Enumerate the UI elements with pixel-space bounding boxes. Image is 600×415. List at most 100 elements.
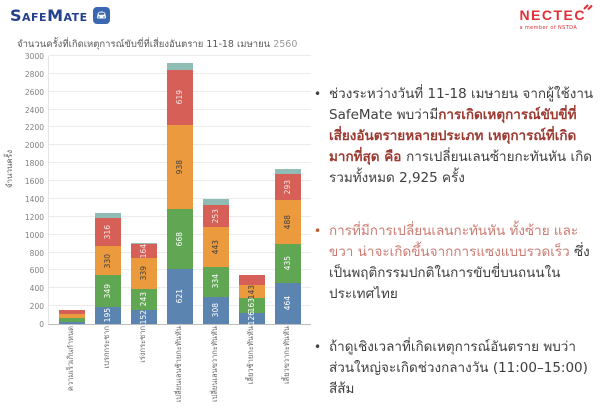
y-tick-label: 2000 — [24, 141, 44, 151]
bar-3-segment-blue: 152 — [131, 310, 157, 324]
y-tick-label: 1600 — [24, 177, 44, 187]
bullet-item-2: • การที่มีการเปลี่ยนเลนกะทันหัน ทั้งซ้าย … — [314, 221, 598, 305]
bar-4-segment-red: 619 — [167, 69, 193, 126]
bar-4-segment-green: 668 — [167, 208, 193, 269]
bar-3: 152 243 339 164 — [131, 242, 157, 324]
bar-1-segment-red — [59, 310, 85, 314]
bar-2-segment-teal — [95, 213, 121, 218]
bar-7-segment-red: 293 — [275, 173, 301, 201]
y-tick-label: 1400 — [24, 194, 44, 204]
bar-1-segment-green — [59, 318, 85, 323]
x-axis-label-slot: เร่งกระชาก — [130, 326, 156, 414]
bullet-text-run: การเปลี่ยนเลนซ้ายกะทันหัน เกิดรวมทั้งหมด… — [329, 149, 593, 186]
segment-value-label: 619 — [175, 90, 185, 105]
bullet-item-3: • ถ้าดูเชิงเวลาที่เกิดเหตุการณ์อันตราย พบ… — [314, 337, 598, 400]
segment-value-label: 253 — [211, 208, 221, 223]
nectec-logo: NECTEC a member of NSTDA — [519, 4, 593, 31]
segment-value-label: 152 — [139, 310, 149, 325]
bullet-text: การที่มีการเปลี่ยนเลนกะทันหัน ทั้งซ้าย แ… — [329, 221, 598, 305]
bullet-text-run: ช่วงระหว่างวันที่ 11-18 เมษายน จากผู้ใช้… — [329, 86, 594, 123]
bar-3-segment-red: 164 — [131, 243, 157, 259]
bar-5-segment-green: 334 — [203, 266, 229, 297]
segment-value-label: 938 — [175, 159, 185, 175]
x-axis-label-slot: เปลี่ยนเลนขวากะทันหัน — [202, 326, 228, 414]
segment-value-label: 334 — [211, 274, 221, 289]
x-axis-label: ความเร็วเกินกำหนด — [66, 326, 75, 392]
segment-value-label: 435 — [283, 255, 293, 271]
bullet-text-run: การเกิดเหตุการณ์ขับขี่ที่เสี่ยงอันตรายหล… — [329, 107, 577, 165]
nectec-logo-text: NECTEC — [519, 7, 586, 23]
bar-6-segment-blue: 126 — [239, 311, 265, 326]
safemate-logo-text: SafeMate — [10, 6, 88, 25]
bullet-text: ช่วงระหว่างวันที่ 11-18 เมษายน จากผู้ใช้… — [329, 84, 598, 189]
y-tick-label: 1000 — [24, 230, 44, 240]
chart-title-year: 2560 — [273, 39, 298, 50]
segment-value-label: 621 — [175, 289, 185, 304]
bar-6-segment-green: 163 — [239, 298, 265, 313]
segment-value-label: 349 — [103, 283, 113, 299]
bar-5-segment-orange: 443 — [203, 227, 229, 267]
bar-7-segment-green: 435 — [275, 243, 301, 283]
bar-7-segment-blue: 464 — [275, 282, 301, 324]
x-axis-label-slot: เบรกกระชาก — [94, 326, 120, 414]
nectec-arrow-icon — [583, 4, 593, 11]
safemate-app-icon — [92, 7, 110, 24]
y-tick-label: 0 — [39, 320, 44, 329]
y-tick-label: 2600 — [24, 87, 44, 97]
y-tick-label: 1800 — [24, 159, 44, 169]
bar-7: 464 435 488 293 — [275, 168, 301, 324]
bars-group: 195 349 330 316 152 243 339 164 621 668 938 619 308 3… — [49, 56, 311, 326]
segment-value-label: 293 — [283, 179, 293, 195]
bar-6: 126 163 143 — [239, 275, 265, 326]
chart-plot: 195 349 330 316 152 243 339 164 621 668 938 619 308 3… — [48, 55, 311, 326]
y-tick-label: 200 — [29, 302, 44, 312]
y-tick-label: 2200 — [24, 123, 44, 133]
segment-value-label: 668 — [175, 231, 185, 246]
x-axis-label-slot: ความเร็วเกินกำหนด — [58, 326, 84, 414]
bar-5-segment-red: 253 — [203, 204, 229, 228]
bar-5: 308 334 443 253 — [203, 199, 229, 324]
bar-3-segment-teal — [131, 242, 157, 244]
x-axis-label: เร่งกระชาก — [138, 326, 147, 363]
bar-2-segment-red: 316 — [95, 217, 121, 246]
bar-4: 621 668 938 619 — [167, 62, 193, 324]
segment-value-label: 126 — [247, 311, 257, 326]
bullet-marker: • — [314, 87, 322, 101]
bar-4-segment-orange: 938 — [167, 125, 193, 209]
bullet-text-run: ถ้าดูเชิงเวลาที่เกิดเหตุการณ์อันตราย พบว… — [329, 339, 588, 397]
bar-2-segment-orange: 330 — [95, 245, 121, 276]
bar-5-segment-teal — [203, 199, 229, 205]
bar-7-segment-orange: 488 — [275, 200, 301, 244]
y-tick-label: 800 — [29, 248, 44, 258]
bar-2: 195 349 330 316 — [95, 213, 121, 324]
x-axis-label: เบรกกระชาก — [102, 326, 111, 369]
x-axis-label: เปลี่ยนเลนขวากะทันหัน — [210, 326, 219, 402]
bullet-marker: • — [314, 224, 322, 238]
y-tick-label: 400 — [29, 284, 44, 294]
segment-value-label: 330 — [103, 253, 113, 268]
x-axis-labels: ความเร็วเกินกำหนด เบรกกระชาก เร่งกระชาก เปล… — [48, 326, 310, 414]
chart-title-main: จำนวนครั้งที่เกิดเหตุการณ์ขับขี่ที่เสี่ย… — [17, 39, 271, 50]
notes-column: • ช่วงระหว่างวันที่ 11-18 เมษายน จากผู้ใช… — [314, 84, 598, 415]
chart-title: จำนวนครั้งที่เกิดเหตุการณ์ขับขี่ที่เสี่ย… — [17, 37, 297, 52]
bar-3-segment-green: 243 — [131, 288, 157, 311]
segment-value-label: 163 — [247, 298, 257, 313]
segment-value-label: 316 — [103, 224, 113, 239]
gridline — [49, 55, 311, 56]
bar-1-segment-orange — [59, 313, 85, 319]
bar-2-segment-green: 349 — [95, 275, 121, 307]
bar-6-segment-red — [239, 275, 265, 286]
segment-value-label: 195 — [103, 308, 113, 323]
y-tick-label: 2800 — [24, 69, 44, 79]
y-tick-label: 600 — [29, 266, 44, 276]
x-axis-label: เลี้ยวซ้ายกะทันหัน — [246, 326, 255, 385]
car-icon — [96, 11, 106, 19]
safemate-logo: SafeMate — [10, 6, 110, 25]
bullet-text-run: ซึ่งเป็นพฤติกรรมปกติในการขับขี่บนถนนในปร… — [329, 244, 590, 302]
bar-1 — [59, 310, 85, 324]
bullet-text: ถ้าดูเชิงเวลาที่เกิดเหตุการณ์อันตราย พบว… — [329, 337, 598, 400]
x-axis-label: เปลี่ยนเลนซ้ายกะทันหัน — [174, 326, 183, 403]
segment-value-label: 339 — [139, 266, 149, 281]
y-tick-label: 2400 — [24, 105, 44, 115]
